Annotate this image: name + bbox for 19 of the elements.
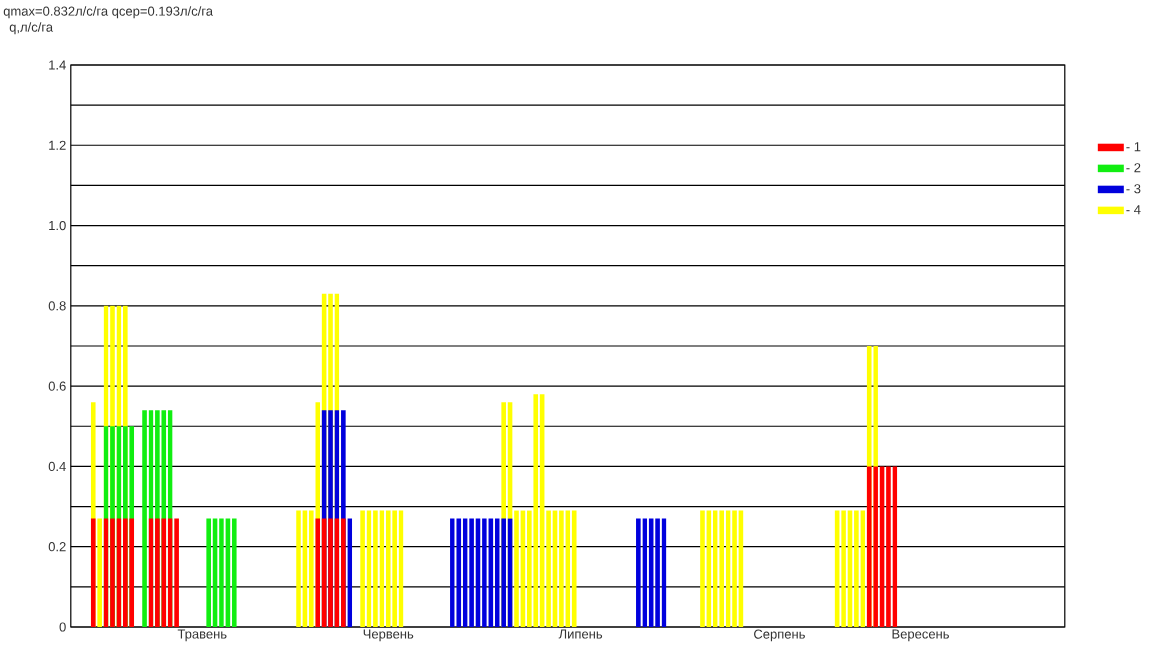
y-tick-label: 0.4	[48, 461, 66, 472]
x-tick-label: Серпень	[754, 629, 805, 642]
x-tick-label: Липень	[558, 629, 603, 639]
x-tick-label: Вересень	[892, 629, 949, 642]
legend-label: - 4	[1126, 205, 1141, 215]
y-axis-title: q,л/с/га	[9, 22, 54, 35]
y-tick-label: 1.2	[49, 140, 66, 150]
y-tick-label: 1.4	[49, 60, 66, 70]
y-tick-label: 0.8	[48, 301, 66, 311]
legend-label: - 3	[1126, 184, 1141, 194]
x-tick-label: Травень	[177, 629, 227, 642]
legend-label: - 1	[1126, 142, 1141, 152]
chart-title: qmax=0.832л/с/га qсер=0.193л/с/га	[3, 6, 214, 19]
y-tick-label: 0.2	[48, 542, 66, 552]
y-tick-label: 0.6	[48, 381, 66, 391]
y-tick-label: 0	[59, 622, 66, 632]
y-tick-label: 1.0	[49, 220, 66, 231]
x-tick-label: Червень	[363, 629, 414, 642]
legend-label: - 2	[1126, 163, 1141, 173]
